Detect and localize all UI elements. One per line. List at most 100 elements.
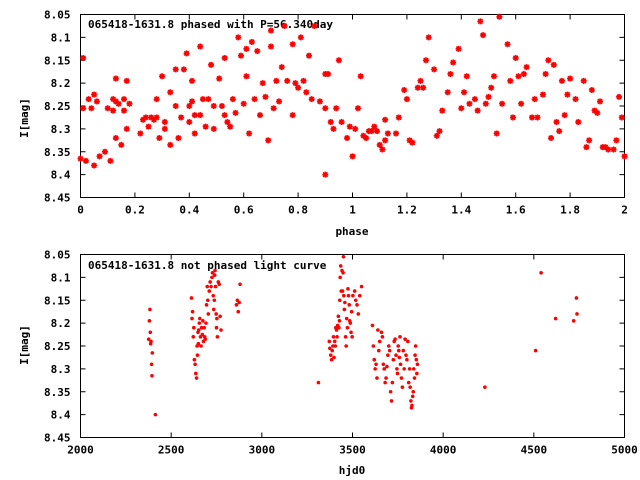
y-tick-label: 8.25: [44, 100, 71, 113]
data-point: [337, 319, 342, 323]
data-point: [262, 93, 269, 100]
data-point: [211, 307, 216, 312]
data-point: [218, 314, 222, 319]
data-point: [379, 330, 384, 335]
data-point: [386, 344, 391, 348]
data-point: [237, 52, 244, 59]
data-point: [297, 34, 304, 41]
data-point: [213, 284, 218, 289]
data-point: [343, 335, 348, 339]
data-point: [357, 73, 364, 80]
data-point: [466, 100, 473, 107]
data-point: [588, 86, 595, 93]
data-point: [110, 107, 117, 114]
data-point: [359, 284, 364, 289]
data-point: [398, 335, 402, 339]
data-point: [553, 119, 560, 126]
data-point: [384, 130, 391, 137]
data-point: [88, 105, 95, 112]
y-axis-label: I[mag]: [18, 325, 31, 365]
data-point: [340, 289, 345, 293]
data-point: [377, 339, 382, 344]
data-point: [520, 70, 527, 77]
data-point: [356, 312, 361, 316]
data-point: [311, 22, 318, 29]
data-point: [192, 357, 197, 362]
data-point: [333, 344, 338, 348]
data-point: [395, 371, 400, 376]
data-point: [200, 332, 205, 337]
data-point: [107, 157, 114, 164]
data-point: [344, 344, 348, 348]
data-point: [400, 385, 405, 389]
data-point: [167, 89, 174, 96]
data-point: [354, 105, 361, 112]
data-point: [396, 348, 401, 353]
data-point: [338, 275, 342, 280]
data-point: [189, 98, 196, 105]
data-point: [199, 344, 203, 348]
data-point: [575, 119, 582, 126]
x-tick-label: 0: [77, 204, 84, 217]
data-point: [257, 112, 264, 119]
data-point: [523, 64, 530, 71]
data-point: [564, 91, 571, 98]
x-tick-label: 1.4: [451, 204, 471, 217]
data-point: [496, 13, 503, 20]
data-point: [91, 91, 98, 98]
data-point: [343, 300, 347, 305]
y-tick-label: 8.1: [51, 271, 71, 284]
data-point: [397, 355, 402, 360]
data-point: [183, 50, 190, 57]
data-point: [190, 309, 195, 314]
data-point: [206, 312, 211, 316]
data-point: [150, 373, 154, 378]
data-point: [355, 303, 359, 307]
data-point: [518, 100, 525, 107]
data-point: [347, 303, 352, 307]
data-point: [210, 275, 214, 280]
data-point: [346, 293, 351, 298]
data-point: [308, 96, 315, 103]
data-point: [575, 312, 579, 316]
data-point: [363, 135, 370, 142]
data-point: [243, 45, 250, 52]
data-point: [352, 289, 357, 293]
points-group: [77, 13, 628, 178]
data-point: [352, 125, 359, 132]
data-point: [192, 325, 196, 330]
data-point: [305, 52, 312, 59]
data-point: [531, 96, 538, 103]
data-point: [422, 57, 429, 64]
data-point: [533, 348, 538, 353]
data-point: [112, 98, 119, 105]
data-point: [80, 54, 87, 61]
data-point: [338, 264, 343, 268]
data-point: [413, 353, 417, 357]
data-point: [594, 109, 601, 116]
data-point: [140, 116, 147, 123]
data-point: [202, 123, 209, 130]
y-tick-label: 8.4: [51, 169, 71, 182]
data-point: [410, 403, 414, 408]
data-point: [153, 114, 160, 121]
data-point: [205, 298, 210, 303]
data-point: [621, 153, 628, 160]
data-point: [199, 96, 206, 103]
data-point: [386, 353, 390, 357]
data-point: [346, 123, 353, 130]
y-tick-label: 8.1: [51, 31, 71, 44]
data-point: [490, 73, 497, 80]
data-point: [227, 123, 234, 130]
data-point: [273, 77, 280, 84]
data-point: [153, 412, 158, 417]
data-point: [550, 61, 557, 68]
data-point: [153, 96, 160, 103]
data-point: [591, 107, 598, 114]
data-point: [482, 100, 489, 107]
data-point: [371, 123, 378, 130]
data-point: [161, 125, 168, 132]
data-point: [382, 137, 389, 144]
data-point: [237, 300, 241, 305]
